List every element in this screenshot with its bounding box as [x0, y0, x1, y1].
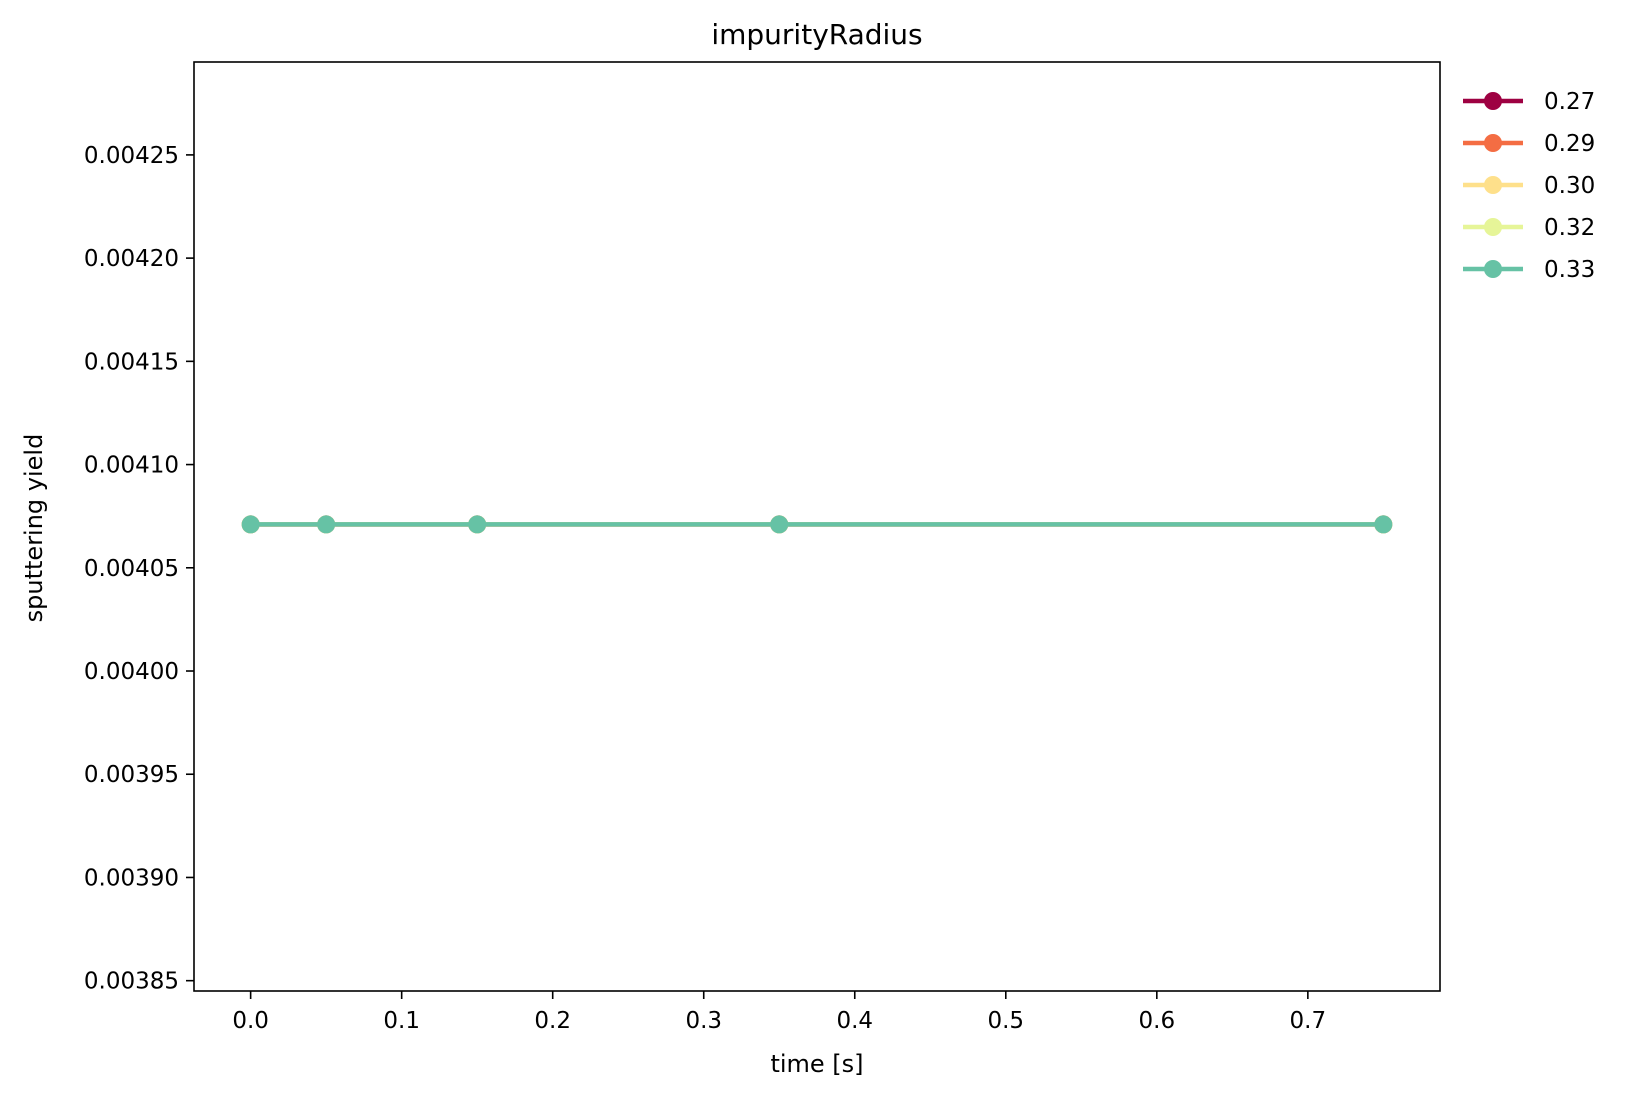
x-tick-label: 0.1 — [383, 1008, 420, 1034]
y-tick-label: 0.00390 — [84, 865, 179, 891]
series-0.33 — [241, 515, 1393, 534]
x-tick-label: 0.7 — [1290, 1008, 1327, 1034]
legend-marker — [1484, 218, 1502, 236]
legend-marker — [1484, 260, 1502, 278]
y-tick-label: 0.00395 — [84, 762, 179, 788]
y-tick-label: 0.00400 — [84, 659, 179, 685]
x-axis-title: time [s] — [770, 1050, 863, 1078]
x-tick-label: 0.5 — [987, 1008, 1024, 1034]
x-tick-label: 0.3 — [685, 1008, 722, 1034]
legend-label: 0.30 — [1544, 173, 1595, 199]
legend-item: 0.30 — [1463, 173, 1595, 199]
legend-label: 0.32 — [1544, 215, 1595, 241]
x-tick-label: 0.0 — [232, 1008, 269, 1034]
x-tick-label: 0.6 — [1139, 1008, 1176, 1034]
data-point — [1374, 515, 1393, 534]
legend-item: 0.27 — [1463, 89, 1595, 115]
y-tick-label: 0.00415 — [84, 349, 179, 375]
legend: 0.27 0.29 0.30 0.32 0.33 — [1463, 89, 1595, 283]
legend-marker — [1484, 92, 1502, 110]
y-tick-label: 0.00385 — [84, 969, 179, 995]
data-point — [317, 515, 336, 534]
legend-marker — [1484, 176, 1502, 194]
y-axis-ticks: 0.00385 0.00390 0.00395 0.00400 0.00405 0.004… — [84, 143, 194, 995]
data-point — [770, 515, 789, 534]
y-tick-label: 0.00425 — [84, 143, 179, 169]
data-point — [241, 515, 260, 534]
plot-frame — [193, 61, 1441, 992]
legend-label: 0.29 — [1544, 131, 1595, 157]
y-tick-label: 0.00420 — [84, 246, 179, 272]
series-layer — [241, 515, 1393, 534]
x-tick-label: 0.4 — [836, 1008, 873, 1034]
legend-item: 0.33 — [1463, 257, 1595, 283]
legend-label: 0.27 — [1544, 89, 1595, 115]
y-axis-title: sputtering yield — [20, 434, 48, 623]
y-tick-label: 0.00410 — [84, 453, 179, 479]
x-axis-ticks: 0.0 0.1 0.2 0.3 0.4 0.5 0.6 0.7 — [232, 991, 1326, 1034]
data-point — [468, 515, 487, 534]
legend-item: 0.32 — [1463, 215, 1595, 241]
chart-title: impurityRadius — [711, 18, 922, 51]
legend-item: 0.29 — [1463, 131, 1595, 157]
legend-label: 0.33 — [1544, 257, 1595, 283]
y-tick-label: 0.00405 — [84, 556, 179, 582]
legend-marker — [1484, 134, 1502, 152]
x-tick-label: 0.2 — [534, 1008, 571, 1034]
